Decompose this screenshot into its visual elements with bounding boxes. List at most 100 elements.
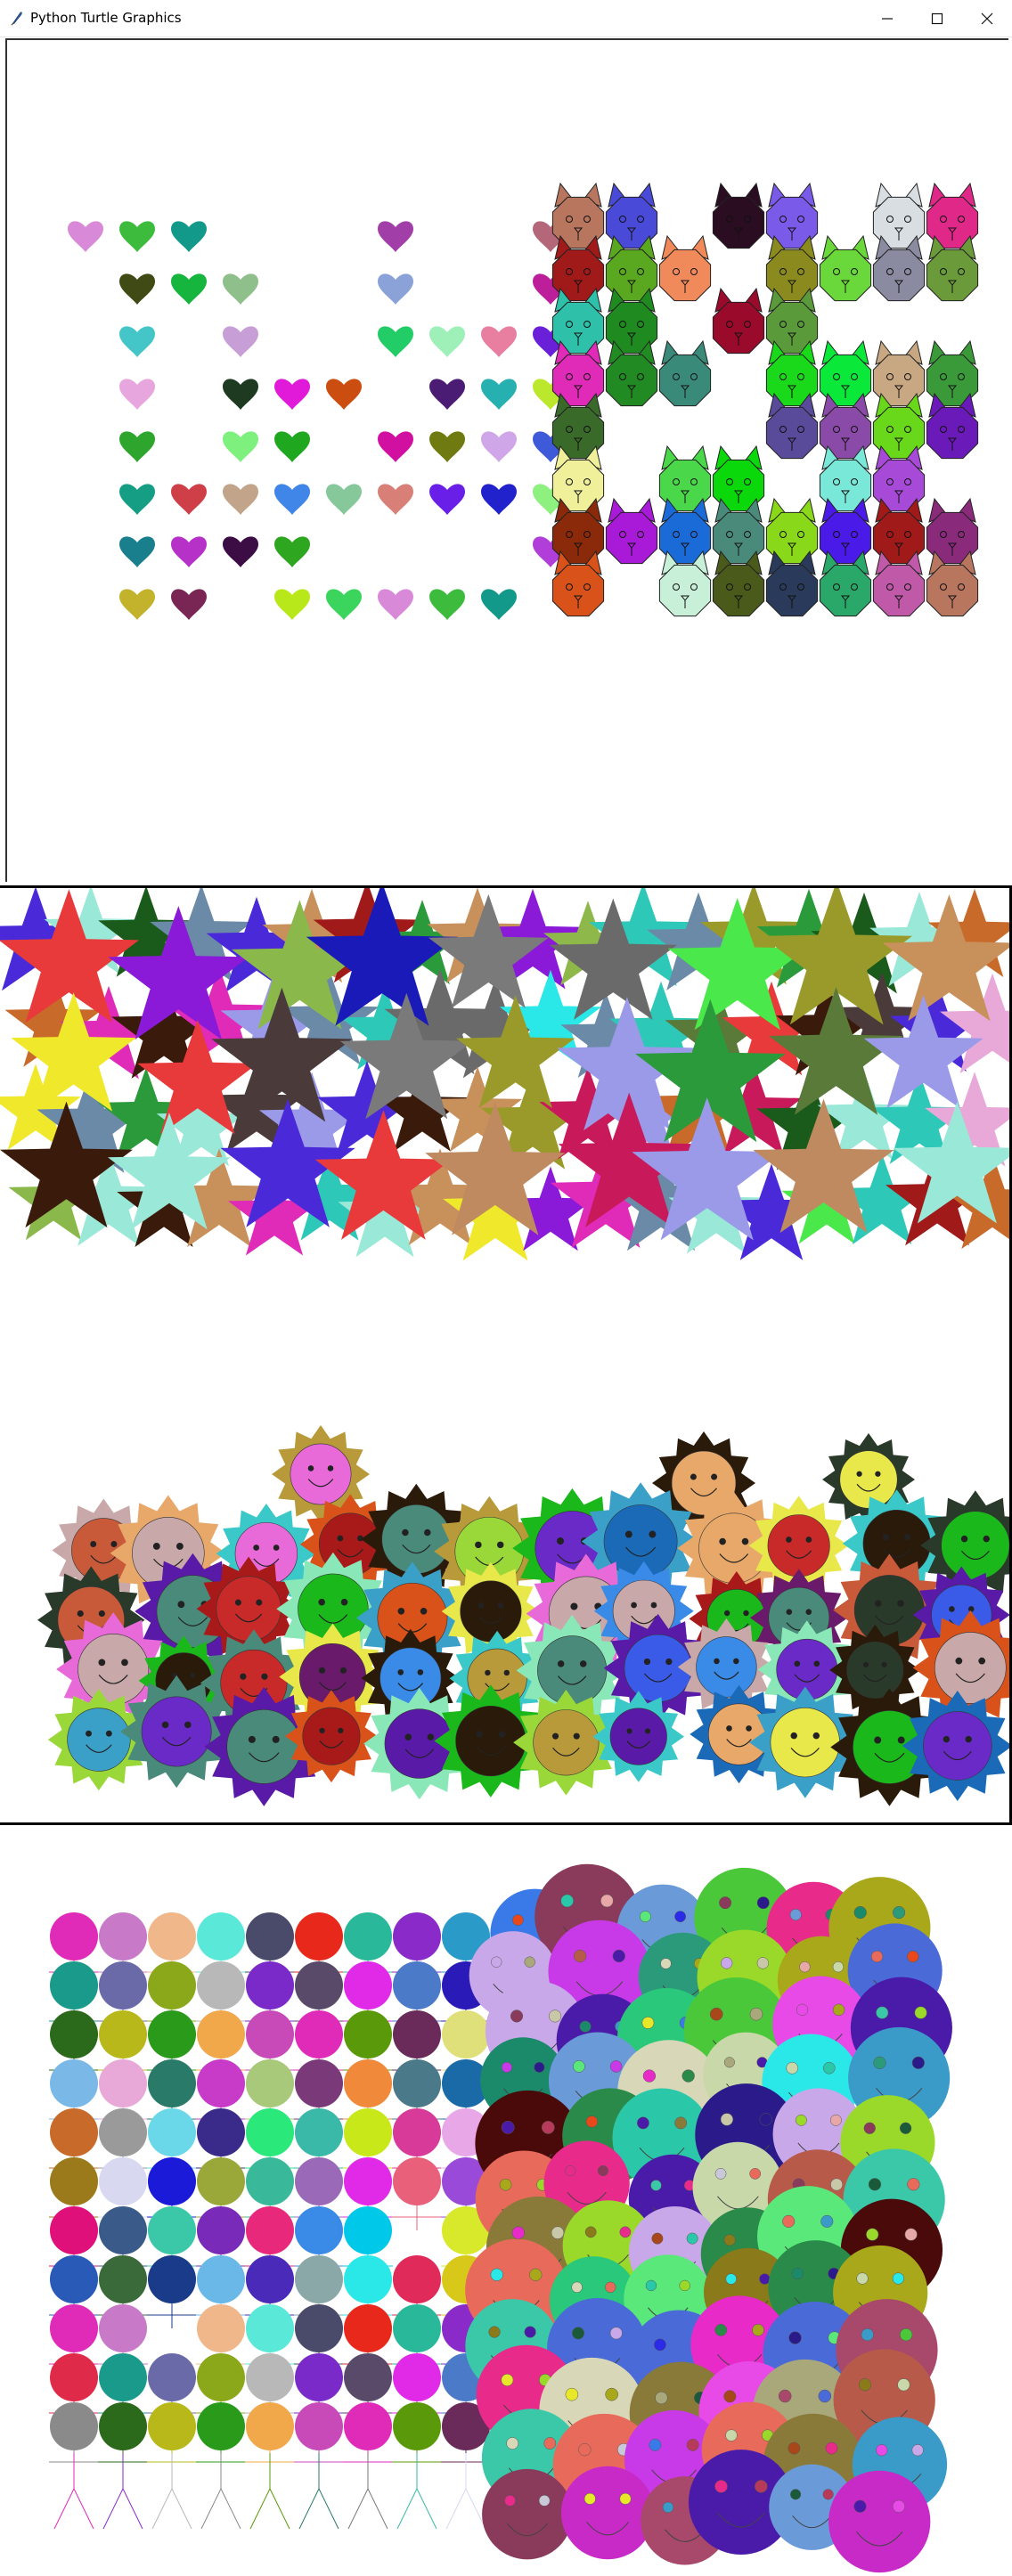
cat-nose	[626, 227, 637, 233]
star-shape	[108, 906, 249, 1040]
cat-eye-right	[851, 426, 858, 433]
sun-eye-left	[949, 1606, 955, 1612]
smiley-eye-right	[911, 2056, 925, 2069]
sun-smile	[397, 1683, 424, 1692]
sun-disk	[707, 1703, 771, 1765]
stick-head	[246, 2255, 294, 2303]
stick-leg-left	[396, 2488, 418, 2530]
star-shape	[232, 900, 368, 1030]
cat-eye-left	[886, 426, 894, 433]
stick-head	[442, 2059, 490, 2107]
cat-nose	[573, 595, 584, 601]
cat-head	[605, 511, 658, 565]
heart-shape	[171, 484, 207, 515]
stick-head	[344, 2010, 392, 2058]
sun-eye-left	[397, 1669, 404, 1675]
cat-nose	[840, 437, 851, 444]
star-shape	[150, 888, 253, 982]
cat-eye-right	[690, 268, 698, 275]
sun-smile	[476, 1746, 506, 1756]
sun-eye-left	[551, 1732, 559, 1740]
stick-figure	[147, 2255, 197, 2328]
stars-and-suns-canvas[interactable]	[0, 885, 1012, 1824]
cat-face	[551, 497, 605, 565]
cat-eye-right	[958, 373, 965, 380]
stick-head	[246, 2157, 294, 2205]
sun-disk	[67, 1708, 131, 1772]
cat-nose	[626, 280, 637, 286]
sun-eye-right	[733, 1658, 739, 1665]
sun-eye-right	[741, 1537, 749, 1545]
cat-face	[712, 444, 765, 512]
cat-nose	[947, 227, 958, 233]
smiley-eye-left	[573, 1949, 587, 1963]
star-shape	[11, 992, 136, 1112]
turtle-canvas[interactable]	[5, 38, 1008, 882]
stick-head	[393, 2010, 441, 2058]
sun-smile	[177, 1617, 208, 1626]
smiley-face	[688, 2450, 794, 2556]
cat-nose	[787, 542, 797, 549]
smiley-eye-right	[907, 1950, 919, 1963]
sun-eye-left	[161, 1721, 169, 1729]
cat-nose	[680, 490, 690, 496]
cat-eye-right	[904, 583, 911, 591]
stick-head	[50, 2255, 98, 2303]
smiley-eye-right	[756, 1957, 770, 1969]
sun-eye-left	[319, 1727, 325, 1734]
smiley-eye-left	[861, 2327, 874, 2342]
stick-leg-left	[53, 2488, 75, 2530]
stick-head	[99, 2206, 147, 2254]
cat-face	[926, 550, 979, 617]
cat-eye-right	[744, 583, 751, 591]
star-shape	[37, 1070, 145, 1173]
star-shape	[167, 966, 272, 1067]
circles-and-smileys-canvas[interactable]	[0, 1822, 1012, 2576]
stick-leg-right	[122, 2488, 143, 2530]
sun-eye-left	[177, 1601, 185, 1609]
smiley-mouth	[567, 2191, 607, 2205]
smiley-eye-right	[524, 2326, 536, 2338]
smiley-eye-right	[609, 2327, 623, 2340]
heart-shape	[378, 273, 413, 305]
cat-eye-right	[904, 373, 911, 380]
cat-face	[605, 497, 658, 565]
stick-leg-left	[151, 2488, 173, 2530]
sun-eye-left	[337, 1535, 344, 1542]
cat-nose	[947, 542, 958, 549]
smiley-eye-left	[858, 2378, 872, 2392]
cat-eye-right	[637, 216, 644, 223]
sun-eye-right	[897, 1600, 904, 1607]
stick-head	[50, 2353, 98, 2401]
close-button[interactable]	[962, 0, 1012, 37]
cat-eye-left	[779, 373, 787, 380]
sun-face	[120, 1675, 233, 1789]
heart-shape	[223, 379, 258, 410]
title-bar[interactable]: Python Turtle Graphics	[0, 0, 1012, 37]
cat-head	[712, 301, 765, 355]
cat-head	[658, 459, 712, 512]
cat-eye-right	[851, 531, 858, 538]
sun-eye-right	[644, 1728, 651, 1734]
sun-eye-right	[649, 1530, 657, 1538]
maximize-button[interactable]	[912, 0, 962, 37]
sun-eye-left	[723, 1610, 730, 1617]
smiley-eye-left	[565, 2165, 576, 2177]
cat-nose	[680, 595, 690, 601]
cat-eye-right	[851, 373, 858, 380]
sun-eye-right	[978, 1657, 986, 1665]
smiley-eye-left	[876, 2006, 889, 2019]
stick-head	[246, 2108, 294, 2156]
cat-face	[926, 392, 979, 460]
cat-head	[872, 459, 926, 512]
smiley-eye-left	[572, 2327, 585, 2340]
suns-group	[37, 1425, 1009, 1806]
cat-eye-right	[797, 531, 804, 538]
star-shape	[0, 889, 140, 1023]
stick-head	[99, 2010, 147, 2058]
minimize-button[interactable]	[862, 0, 912, 37]
star-shape	[220, 1098, 355, 1227]
star-shape	[432, 1066, 523, 1153]
sun-eye-right	[496, 1541, 504, 1549]
smiley-eye-right	[605, 2281, 616, 2294]
